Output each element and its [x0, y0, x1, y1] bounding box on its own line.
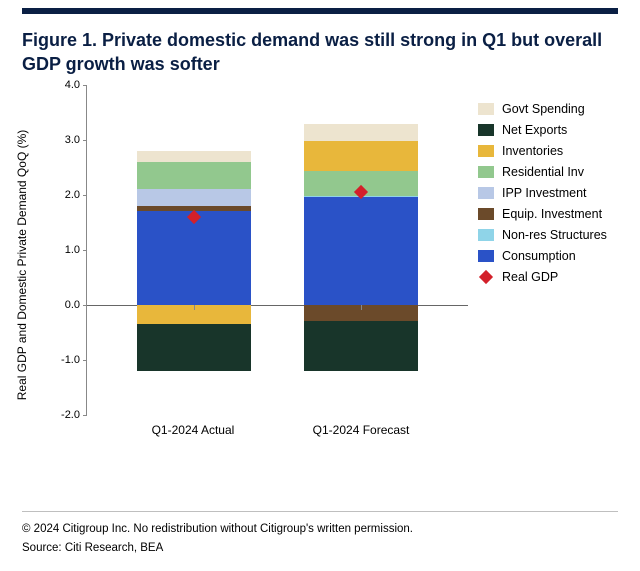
legend-item: Real GDP [478, 270, 618, 284]
legend-item: Govt Spending [478, 102, 618, 116]
bottom-rule [22, 511, 618, 512]
source-text: Source: Citi Research, BEA [22, 539, 618, 557]
legend-item: Equip. Investment [478, 207, 618, 221]
legend-item: Consumption [478, 249, 618, 263]
y-tick-label: -1.0 [36, 354, 86, 366]
chart: Real GDP and Domestic Private Demand QoQ… [36, 85, 618, 445]
legend-label: Equip. Investment [502, 207, 602, 221]
plot-area [86, 85, 468, 415]
bar-segment-consumption [137, 211, 251, 305]
legend-swatch [478, 103, 494, 115]
bar-segment-inventories [304, 141, 418, 171]
legend-label: IPP Investment [502, 186, 587, 200]
y-axis-title: Real GDP and Domestic Private Demand QoQ… [15, 129, 29, 400]
y-tick-label: 3.0 [36, 134, 86, 146]
legend-swatch [478, 187, 494, 199]
y-tick-label: -2.0 [36, 409, 86, 421]
x-category-label: Q1-2024 Forecast [313, 423, 410, 437]
x-category-label: Q1-2024 Actual [152, 423, 235, 437]
y-tick-label: 2.0 [36, 189, 86, 201]
bar-segment-residential-inv [137, 162, 251, 190]
bar-segment-consumption [304, 197, 418, 304]
y-tick-label: 0.0 [36, 299, 86, 311]
bar-segment-govt-spending [137, 151, 251, 162]
legend-label: Inventories [502, 144, 563, 158]
legend-label: Residential Inv [502, 165, 584, 179]
x-tick [361, 305, 362, 310]
bar-group [304, 85, 418, 415]
legend-swatch [478, 145, 494, 157]
legend-label: Non-res Structures [502, 228, 607, 242]
legend-label: Real GDP [502, 270, 558, 284]
x-axis: Q1-2024 Actual Q1-2024 Forecast [86, 415, 468, 445]
legend-swatch [478, 166, 494, 178]
legend-swatch [478, 250, 494, 262]
legend-label: Consumption [502, 249, 576, 263]
figure-title: Figure 1. Private domestic demand was st… [22, 28, 618, 77]
legend-swatch [478, 229, 494, 241]
legend-swatch [478, 208, 494, 220]
footer: © 2024 Citigroup Inc. No redistribution … [22, 511, 618, 557]
legend-swatch [478, 124, 494, 136]
bar-segment-ipp-investment [137, 189, 251, 206]
bar-group [137, 85, 251, 415]
legend-item: IPP Investment [478, 186, 618, 200]
legend-item: Net Exports [478, 123, 618, 137]
legend-label: Govt Spending [502, 102, 585, 116]
copyright-text: © 2024 Citigroup Inc. No redistribution … [22, 520, 618, 538]
top-rule [22, 8, 618, 14]
legend-label: Net Exports [502, 123, 567, 137]
bar-segment-net-exports [137, 324, 251, 371]
y-axis-ticks: -2.0-1.00.01.02.03.04.0 [36, 85, 86, 415]
legend-item: Residential Inv [478, 165, 618, 179]
legend-marker-icon [479, 270, 493, 284]
legend-item: Inventories [478, 144, 618, 158]
bar-segment-govt-spending [304, 124, 418, 141]
y-tick-label: 1.0 [36, 244, 86, 256]
legend: Govt Spending Net Exports Inventories Resid… [478, 95, 618, 291]
legend-item: Non-res Structures [478, 228, 618, 242]
y-tick-label: 4.0 [36, 79, 86, 91]
x-tick [194, 305, 195, 310]
bar-segment-net-exports [304, 321, 418, 371]
